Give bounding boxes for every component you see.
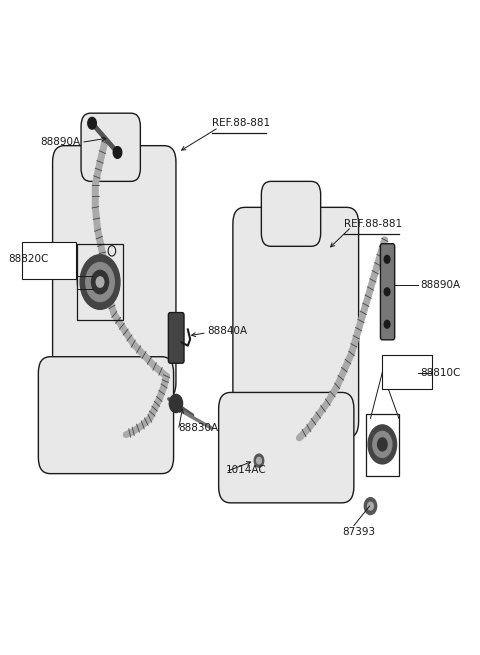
Circle shape	[80, 255, 120, 309]
Circle shape	[86, 263, 114, 301]
FancyBboxPatch shape	[219, 392, 354, 503]
Text: 88820C: 88820C	[9, 254, 49, 265]
Circle shape	[384, 320, 390, 328]
FancyBboxPatch shape	[383, 356, 432, 389]
Circle shape	[88, 117, 96, 129]
Circle shape	[96, 277, 104, 288]
Text: 88840A: 88840A	[207, 326, 247, 336]
Text: 87393: 87393	[342, 527, 375, 537]
Circle shape	[113, 147, 122, 159]
Text: 1014AC: 1014AC	[226, 466, 266, 476]
Circle shape	[169, 394, 182, 413]
FancyBboxPatch shape	[381, 244, 395, 340]
Circle shape	[384, 288, 390, 295]
Circle shape	[378, 438, 387, 451]
Circle shape	[373, 432, 392, 457]
Text: REF.88-881: REF.88-881	[344, 219, 403, 229]
FancyBboxPatch shape	[38, 357, 174, 474]
FancyBboxPatch shape	[233, 208, 359, 438]
Text: 88890A: 88890A	[41, 138, 81, 147]
FancyBboxPatch shape	[261, 181, 321, 246]
Circle shape	[384, 255, 390, 263]
Circle shape	[254, 454, 264, 467]
Circle shape	[368, 502, 373, 510]
FancyBboxPatch shape	[22, 242, 76, 280]
Circle shape	[368, 425, 396, 464]
FancyBboxPatch shape	[168, 312, 184, 364]
FancyBboxPatch shape	[53, 145, 176, 399]
Circle shape	[257, 457, 261, 464]
Text: 88890A: 88890A	[420, 280, 460, 290]
Text: REF.88-881: REF.88-881	[212, 118, 270, 128]
Text: 88810C: 88810C	[420, 368, 461, 378]
Text: 88830A: 88830A	[179, 423, 218, 433]
Circle shape	[364, 498, 377, 515]
Circle shape	[92, 271, 108, 293]
FancyBboxPatch shape	[81, 113, 140, 181]
